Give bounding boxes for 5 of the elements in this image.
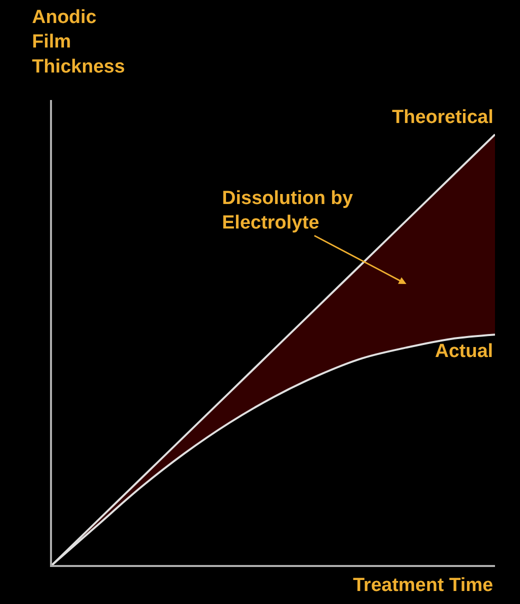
series-label: Theoretical <box>392 107 494 128</box>
annotation: Dissolution by Electrolyte <box>222 188 354 234</box>
series-label: Actual <box>435 341 494 362</box>
x-axis-title: Treatment Time <box>353 575 494 596</box>
y-axis-title: Anodic Film Thickness <box>32 7 125 78</box>
